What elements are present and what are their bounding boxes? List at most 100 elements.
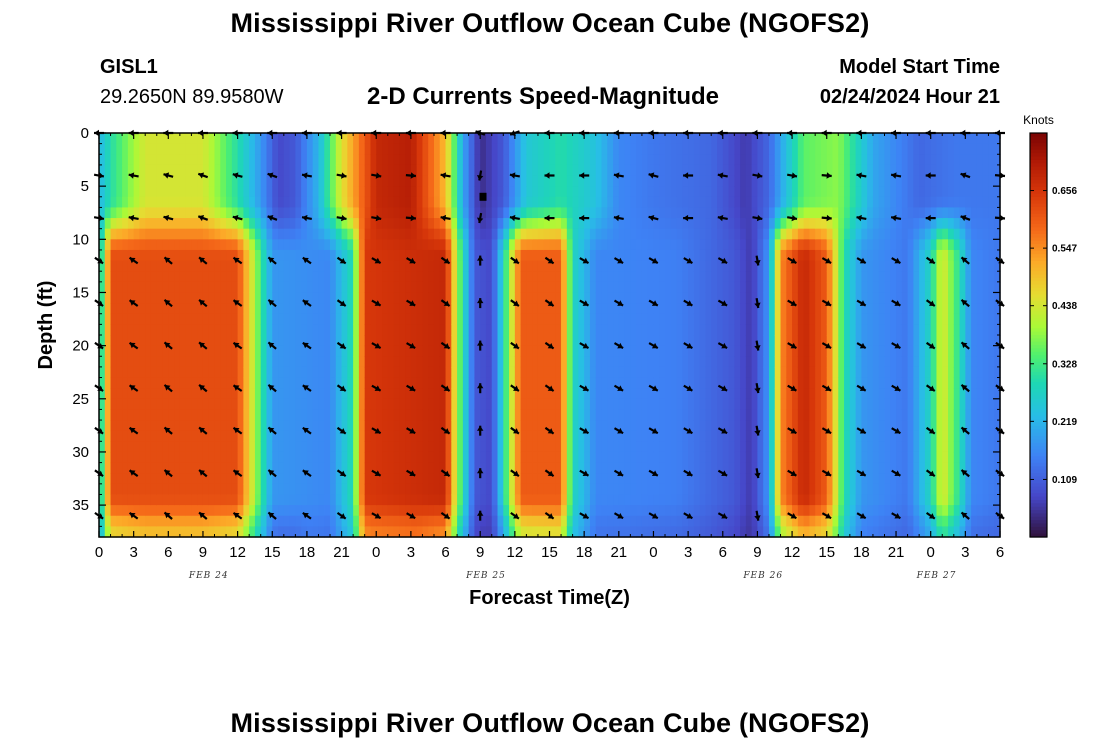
heat-cell — [122, 388, 129, 400]
heat-cell — [358, 143, 366, 155]
heat-cell — [416, 462, 424, 474]
heat-cell — [393, 164, 400, 177]
heat-cell — [659, 473, 666, 485]
heat-cell — [364, 143, 372, 155]
heat-cell — [705, 398, 712, 411]
heat-cell — [174, 324, 181, 336]
heat-cell — [688, 186, 695, 198]
heat-cell — [324, 143, 331, 155]
heat-cell — [347, 228, 354, 240]
heat-cell — [711, 377, 718, 389]
heat-cell — [214, 164, 221, 177]
heat-cell — [330, 186, 337, 198]
heat-cell — [341, 366, 348, 379]
heat-cell — [763, 260, 770, 272]
heat-cell — [514, 218, 522, 230]
heat-cell — [734, 483, 741, 496]
heat-cell — [716, 175, 724, 187]
heat-cell — [318, 313, 325, 325]
heat-cell — [665, 441, 672, 453]
heat-cell — [618, 366, 626, 379]
heat-cell — [237, 271, 244, 283]
heat-cell — [572, 164, 579, 177]
heat-cell — [156, 303, 164, 315]
heat-cell — [231, 164, 239, 177]
heat-cell — [237, 249, 244, 262]
heat-cell — [150, 441, 158, 453]
heat-cell — [757, 462, 764, 474]
heat-cell — [116, 483, 123, 496]
heat-cell — [849, 430, 857, 442]
heat-cell — [358, 313, 366, 325]
heat-cell — [422, 494, 429, 506]
heat-cell — [485, 505, 493, 517]
heat-cell — [127, 483, 135, 496]
heat-cell — [283, 324, 291, 336]
heat-cell — [341, 398, 348, 411]
heat-cell — [457, 462, 464, 474]
heat-cell — [844, 154, 851, 166]
heat-cell — [613, 420, 620, 432]
heat-cell — [855, 164, 862, 177]
heat-cell — [682, 494, 689, 506]
heat-cell — [641, 281, 649, 294]
heat-cell — [572, 462, 579, 474]
heat-cell — [214, 409, 221, 421]
heat-cell — [630, 473, 637, 485]
heat-cell — [116, 356, 123, 368]
heat-cell — [647, 335, 655, 347]
heat-cell — [832, 430, 839, 442]
heat-cell — [595, 377, 603, 389]
heat-cell — [682, 515, 689, 527]
heat-cell — [104, 228, 112, 240]
heat-cell — [665, 281, 672, 294]
heat-cell — [208, 398, 216, 411]
heat-cell — [774, 164, 782, 177]
heat-cell — [382, 175, 389, 187]
heat-cell — [116, 398, 123, 411]
heat-cell — [555, 388, 562, 400]
heat-cell — [191, 228, 198, 240]
heat-cell — [306, 196, 314, 209]
heat-cell — [312, 303, 320, 315]
heat-cell — [272, 420, 279, 432]
heat-cell — [780, 409, 787, 421]
heat-cell — [676, 133, 683, 145]
heat-cell — [618, 526, 626, 538]
heat-cell — [341, 154, 348, 166]
heat-cell — [497, 324, 504, 336]
heat-cell — [439, 473, 447, 485]
heat-cell — [682, 175, 689, 187]
heat-cell — [445, 430, 452, 442]
heat-cell — [705, 462, 712, 474]
heat-cell — [439, 420, 447, 432]
heat-cell — [104, 462, 112, 474]
heat-cell — [145, 409, 152, 421]
heat-cell — [133, 505, 141, 517]
heat-cell — [468, 175, 476, 187]
heat-cell — [641, 303, 649, 315]
heat-cell — [104, 526, 112, 538]
heat-cell — [254, 292, 262, 304]
heat-cell — [399, 356, 406, 368]
heat-cell — [745, 494, 753, 506]
heat-cell — [468, 164, 476, 177]
heat-cell — [740, 505, 747, 517]
heat-cell — [613, 281, 620, 294]
heat-cell — [555, 377, 562, 389]
heat-cell — [589, 249, 597, 262]
heat-cell — [387, 324, 395, 336]
heat-cell — [670, 313, 678, 325]
heat-cell — [786, 292, 793, 304]
heat-cell — [797, 451, 805, 464]
heat-cell — [324, 303, 331, 315]
heat-cell — [659, 526, 666, 538]
heat-cell — [468, 196, 476, 209]
heat-cell — [197, 207, 204, 219]
heat-cell — [445, 420, 452, 432]
heat-cell — [410, 324, 418, 336]
heat-cell — [330, 377, 337, 389]
heat-cell — [630, 324, 637, 336]
heat-cell — [347, 207, 354, 219]
heat-cell — [797, 228, 805, 240]
